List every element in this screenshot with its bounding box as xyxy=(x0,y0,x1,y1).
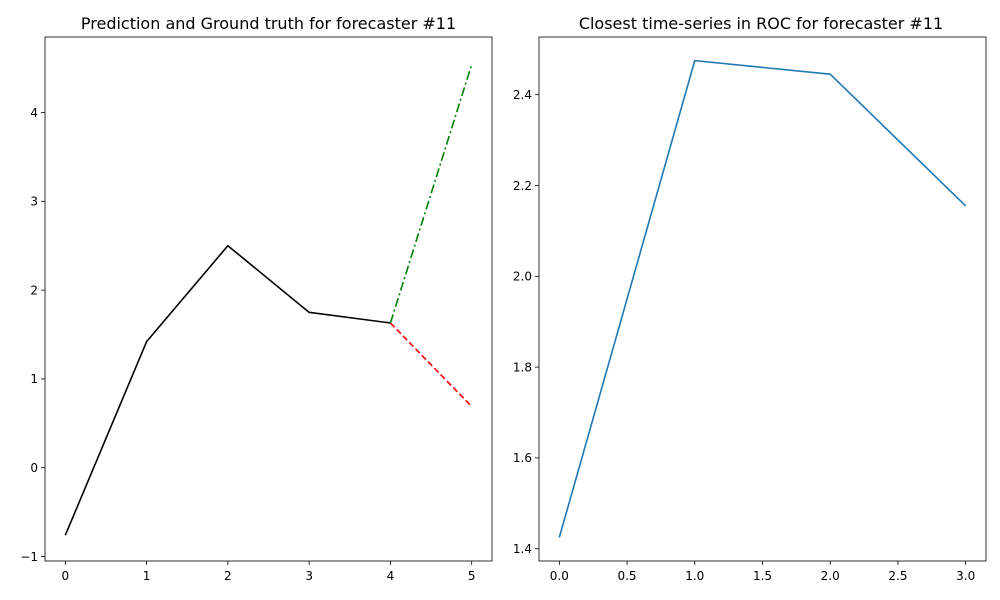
plot-area-frame xyxy=(538,36,987,562)
plot-area-frame xyxy=(44,36,493,562)
series-line-0 xyxy=(64,244,391,536)
x-tick-label: 5 xyxy=(468,569,476,583)
chart-title: Prediction and Ground truth for forecast… xyxy=(81,14,456,33)
chart-title: Closest time-series in ROC for forecaste… xyxy=(579,14,943,33)
y-tick-label: 2.4 xyxy=(513,88,532,102)
series-line-2 xyxy=(389,64,473,324)
y-tick-label: 2.0 xyxy=(513,270,532,284)
x-tick-label: 0.5 xyxy=(617,569,636,583)
y-tick-label: 4 xyxy=(30,106,38,120)
y-tick-label: 1.4 xyxy=(513,542,532,556)
chart-prediction-ground-truth: Prediction and Ground truth for forecast… xyxy=(20,14,493,583)
y-tick-label: 1.8 xyxy=(513,360,532,374)
y-tick-label: −1 xyxy=(20,550,38,564)
y-tick-label: 2.2 xyxy=(513,179,532,193)
x-axis-ticks: 0.0 0.5 1.0 1.5 2.0 2.5 3.0 xyxy=(550,561,975,583)
x-tick-label: 1 xyxy=(143,569,151,583)
y-tick-label: 1.6 xyxy=(513,451,532,465)
y-axis-ticks: −1 0 1 2 3 4 xyxy=(20,106,45,564)
plot-lines xyxy=(64,64,473,536)
plot-lines xyxy=(558,59,967,538)
y-tick-label: 3 xyxy=(30,195,38,209)
x-axis-ticks: 0 1 2 3 4 5 xyxy=(61,561,476,583)
series-line-0 xyxy=(558,59,967,538)
x-tick-label: 1.0 xyxy=(685,569,704,583)
x-tick-label: 2.5 xyxy=(888,569,907,583)
x-tick-label: 3.0 xyxy=(956,569,975,583)
x-tick-label: 3 xyxy=(305,569,313,583)
y-tick-label: 0 xyxy=(30,461,38,475)
x-tick-label: 1.5 xyxy=(753,569,772,583)
x-tick-label: 4 xyxy=(387,569,395,583)
y-axis-ticks: 1.4 1.6 1.8 2.0 2.2 2.4 xyxy=(513,88,539,556)
series-line-1 xyxy=(389,322,473,408)
x-tick-label: 0 xyxy=(61,569,69,583)
y-tick-label: 2 xyxy=(30,283,38,297)
y-tick-label: 1 xyxy=(30,372,38,386)
x-tick-label: 0.0 xyxy=(550,569,569,583)
chart-closest-time-series: Closest time-series in ROC for forecaste… xyxy=(513,14,987,583)
x-tick-label: 2 xyxy=(224,569,232,583)
x-tick-label: 2.0 xyxy=(821,569,840,583)
